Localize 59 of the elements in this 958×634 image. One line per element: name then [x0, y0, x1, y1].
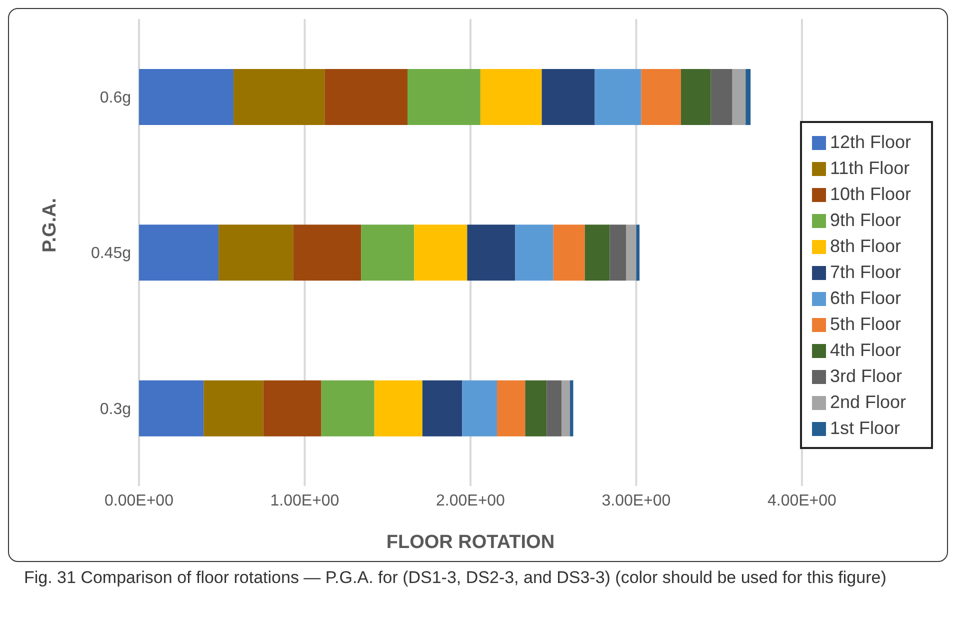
bar [515, 224, 554, 281]
bar [680, 69, 711, 125]
bar [139, 69, 234, 125]
caption: Fig. 31 Comparison of floor rotations — P.G.A. for (DS1-3, DS2-3, and DS3-3) (color should be used for this figure) [24, 567, 888, 589]
legend-label: 7th Floor [830, 262, 901, 282]
x-tick-label: 2.00E+00 [436, 492, 506, 510]
bar [641, 69, 681, 125]
bar [542, 69, 595, 125]
x-tick-label: 4.00E+00 [767, 492, 837, 510]
bar [139, 380, 204, 436]
bar [732, 69, 746, 125]
bar [525, 380, 547, 436]
x-tick-label: 3.00E+00 [602, 492, 671, 510]
y-tick-label: 0.3g [100, 400, 131, 418]
y-tick-label: 0.6g [100, 90, 131, 107]
bar [546, 380, 562, 436]
bar [553, 224, 585, 281]
x-tick-label: 1.00E+00 [270, 492, 340, 510]
bar [462, 380, 497, 436]
bar [626, 224, 636, 281]
bar [570, 380, 574, 436]
legend-label: 1st Floor [830, 418, 900, 438]
bar [233, 69, 325, 125]
bar [204, 380, 264, 436]
bar [293, 224, 362, 281]
bar [407, 69, 480, 125]
legend-label: 12th Floor [830, 132, 911, 152]
x-axis-title: FLOOR ROTATION [386, 532, 555, 553]
bar [496, 380, 526, 436]
bar [710, 69, 732, 125]
bar [467, 224, 516, 281]
bar [374, 380, 422, 436]
bar [610, 224, 626, 281]
legend-label: 8th Floor [830, 236, 901, 256]
legend-label: 6th Floor [830, 288, 901, 308]
bar [422, 380, 462, 436]
y-axis-title: P.G.A. [40, 198, 61, 252]
bar [321, 380, 374, 436]
y-tick-label: 0.45g [90, 245, 131, 262]
legend-label: 2nd Floor [830, 392, 906, 412]
legend-label: 5th Floor [830, 314, 901, 334]
bar [594, 69, 642, 125]
legend-label: 11th Floor [830, 158, 910, 178]
bar [218, 224, 294, 281]
bar [636, 224, 640, 281]
bar [480, 69, 542, 125]
legend-label: 10th Floor [830, 184, 911, 204]
x-tick-label: 0.00E+00 [104, 492, 174, 510]
bar [324, 69, 408, 125]
bar [746, 69, 751, 125]
bar [139, 224, 219, 281]
bar [361, 224, 414, 281]
bar [263, 380, 322, 436]
legend-label: 9th Floor [830, 210, 901, 230]
bar [562, 380, 570, 436]
legend-label: 4th Floor [830, 340, 901, 360]
bar [414, 224, 468, 281]
legend-label: 3rd Floor [830, 366, 902, 386]
bar [584, 224, 610, 281]
